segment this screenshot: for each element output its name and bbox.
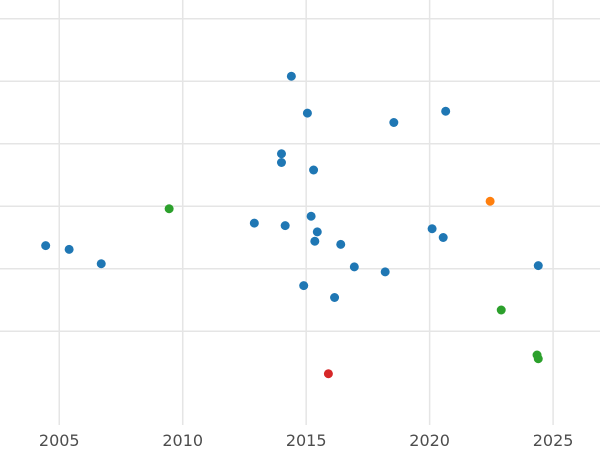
data-point [533,354,543,364]
data-point [286,71,296,81]
data-point [249,218,259,228]
x-axis-ticks: 2005 2010 2015 2020 2025 [39,431,574,450]
data-point [323,369,333,379]
data-point [276,158,286,167]
data-point [306,211,316,221]
x-tick-label: 2015 [286,431,327,450]
data-point [312,227,322,237]
data-point [299,281,309,291]
data-point [438,233,448,242]
data-point [485,196,495,206]
data-point [41,241,51,251]
x-tick-label: 2025 [533,431,574,450]
data-point [336,239,346,249]
x-tick-label: 2020 [409,431,450,450]
data-point [389,118,399,127]
data-point [310,236,320,246]
data-point [330,293,340,302]
data-point [349,262,359,272]
data-point [427,224,437,234]
data-point [280,221,290,231]
data-point [164,204,174,214]
data-point [309,165,319,175]
data-point [64,244,74,254]
data-point [380,267,390,277]
data-points [41,71,543,379]
data-point [441,106,451,116]
data-point [96,259,106,269]
x-tick-label: 2010 [162,431,203,450]
data-point [302,108,312,118]
grid-layer [0,0,600,425]
x-tick-label: 2005 [39,431,80,450]
data-point [496,305,506,315]
data-point [276,149,286,159]
data-point [533,261,543,271]
